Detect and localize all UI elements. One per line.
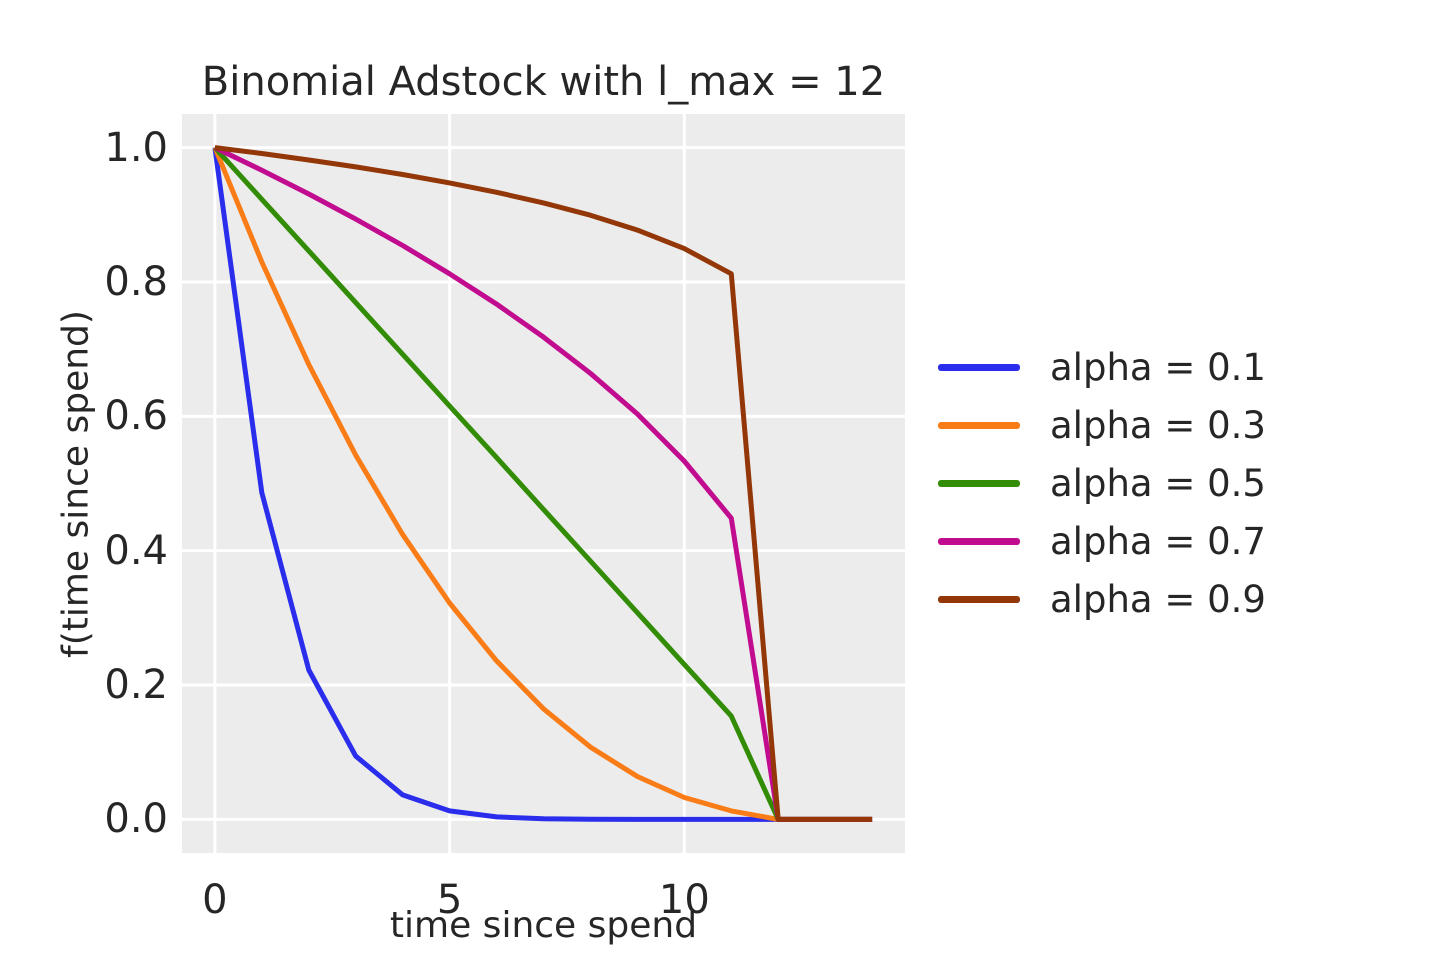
y-tick-label-0.0: 0.0 [104, 796, 168, 843]
legend-line-swatch [938, 363, 1020, 371]
y-axis-label: f(time since spend) [55, 310, 97, 658]
legend-label: alpha = 0.9 [1050, 577, 1266, 621]
x-tick-label-0: 0 [202, 877, 228, 923]
legend-label: alpha = 0.3 [1050, 403, 1266, 447]
y-tick-label-0.2: 0.2 [104, 662, 168, 709]
plot-background [182, 114, 905, 853]
legend-item-alpha=0.7: alpha = 0.7 [938, 512, 1266, 570]
legend-item-alpha=0.3: alpha = 0.3 [938, 396, 1266, 454]
legend: alpha = 0.1 alpha = 0.3 alpha = 0.5 alpha =… [938, 338, 1266, 628]
legend-label: alpha = 0.1 [1050, 345, 1266, 389]
curve-alpha=0.3 [212, 146, 873, 822]
plot-area [182, 114, 905, 853]
curve-alpha=0.5 [213, 145, 873, 822]
legend-item-alpha=0.1: alpha = 0.1 [938, 338, 1266, 396]
legend-label: alpha = 0.5 [1050, 461, 1266, 505]
curve-alpha=0.7 [213, 145, 873, 822]
y-tick-label-1.0: 1.0 [104, 124, 168, 171]
x-tick-label-5: 5 [436, 877, 463, 923]
curve-alpha=0.9 [214, 145, 873, 822]
legend-line-swatch [938, 595, 1020, 603]
chart-canvas [182, 114, 905, 853]
legend-label: alpha = 0.7 [1050, 519, 1266, 563]
legend-item-alpha=0.5: alpha = 0.5 [938, 454, 1266, 512]
legend-item-alpha=0.9: alpha = 0.9 [938, 570, 1266, 628]
curve-alpha=0.1 [212, 147, 873, 822]
x-tick-label-10: 10 [658, 877, 710, 923]
y-tick-label-0.6: 0.6 [104, 393, 168, 440]
legend-line-swatch [938, 479, 1020, 487]
y-tick-label-0.8: 0.8 [104, 258, 168, 305]
legend-line-swatch [938, 421, 1020, 429]
chart-title: Binomial Adstock with l_max = 12 [201, 59, 886, 105]
legend-line-swatch [938, 537, 1020, 545]
x-axis-label: time since spend [389, 905, 698, 946]
y-tick-label-0.4: 0.4 [104, 527, 168, 574]
